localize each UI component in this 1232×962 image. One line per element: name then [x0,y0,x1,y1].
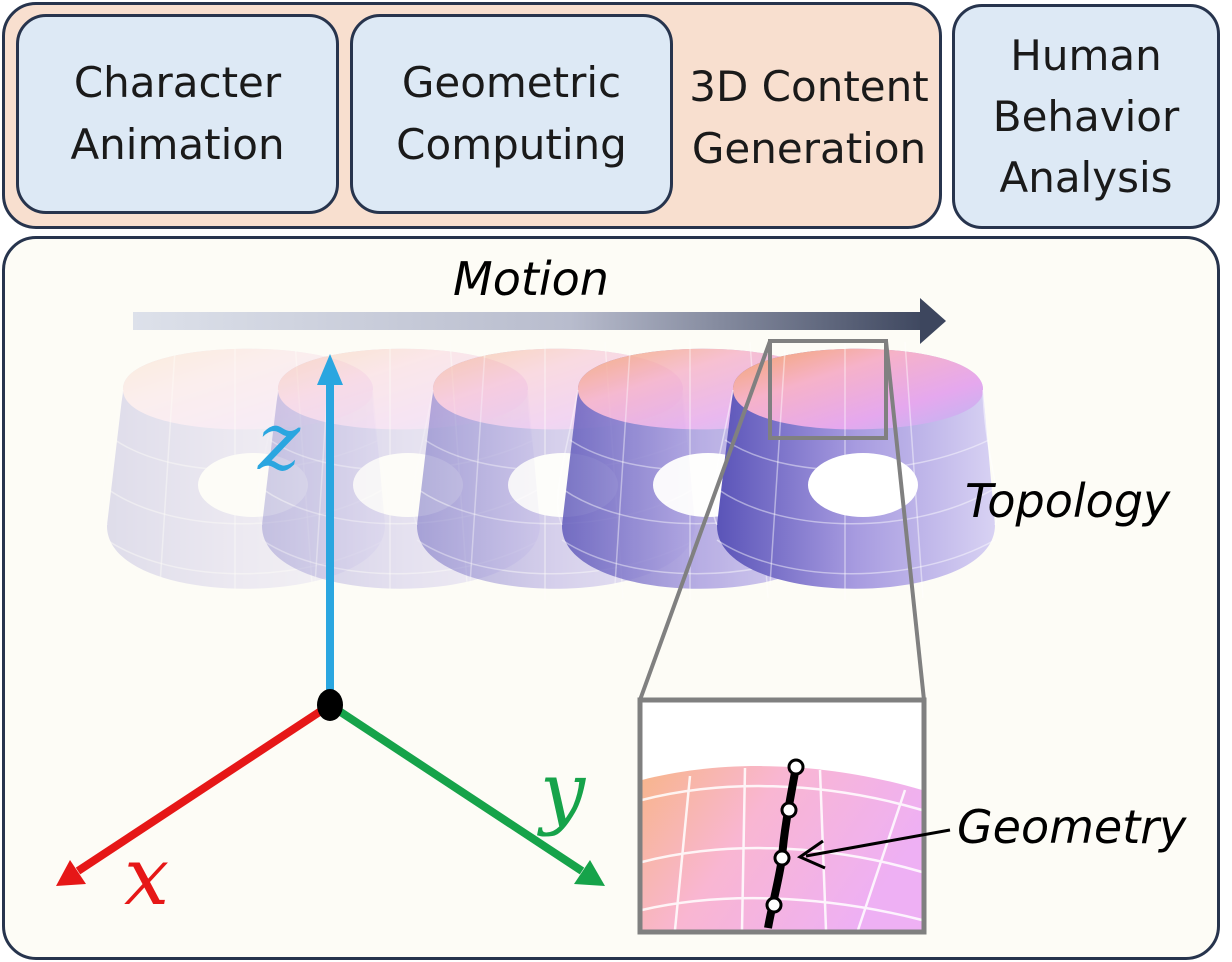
zoom-line-right [884,340,926,701]
geometry-label: Geometry [957,800,1187,854]
x-axis-line [75,701,333,875]
origin-dot [317,689,343,721]
z-axis-head [317,354,343,385]
mesh-vertex-3 [773,849,791,867]
mesh-vertex-4 [765,896,783,914]
motion-arrow-head [920,298,946,344]
topology-label: Topology [965,474,1171,528]
geometry-pointer-head [796,839,826,870]
x-axis-head [56,860,86,886]
geometry-pointer-line [805,828,951,858]
character-animation-card: Character Animation [16,14,339,214]
y-axis-label: y [540,745,586,838]
geometric-computing-card: Geometric Computing [350,14,673,214]
mesh-vertex-2 [780,801,798,819]
z-axis-label: z [258,395,301,488]
zoomed-geometry-panel [637,697,927,935]
character-animation-label: Character Animation [70,58,285,169]
zoom-source-box [768,339,888,440]
content-generation-label: 3D Content Generation [689,62,929,173]
x-axis-label: x [124,830,170,923]
human-behavior-analysis-label: Human Behavior Analysis [992,31,1180,202]
mesh-vertex-1 [787,758,805,776]
y-axis-line [327,701,585,875]
motion-arrow-shaft [133,312,928,330]
human-behavior-analysis-card: Human Behavior Analysis [952,4,1220,229]
y-axis-head [574,860,605,886]
zoom-line-left [638,340,772,701]
motion-label: Motion [453,252,609,306]
geometric-computing-label: Geometric Computing [396,58,627,169]
